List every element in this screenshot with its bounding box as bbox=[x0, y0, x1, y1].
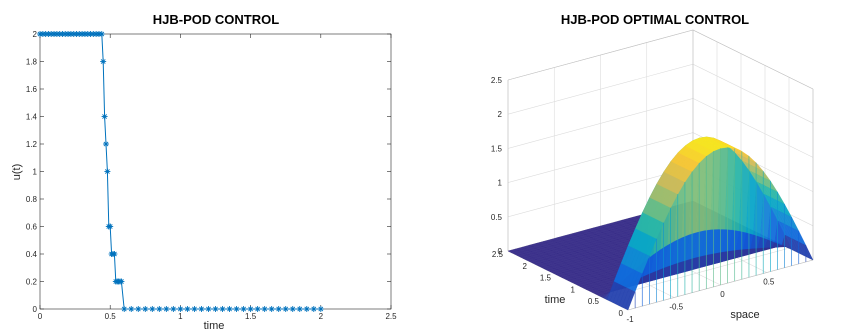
left-y-tick-label: 0.6 bbox=[26, 223, 38, 232]
left-y-axis-label: u(t) bbox=[11, 164, 23, 181]
data-point-marker bbox=[219, 306, 226, 312]
data-point-marker bbox=[104, 168, 111, 175]
data-point-marker bbox=[198, 306, 205, 312]
left-y-axis: 0 0.2 0.4 0.6 0.8 1 1.2 1.4 1.6 1.8 2 bbox=[26, 30, 391, 314]
right-space-axis-label: space bbox=[730, 309, 759, 321]
right-z-tick-label: 2.5 bbox=[491, 76, 503, 85]
grid-line-z bbox=[507, 98, 814, 158]
data-point-marker bbox=[100, 58, 107, 65]
left-x-tick-label: 0 bbox=[38, 312, 43, 321]
data-point-marker bbox=[118, 278, 125, 285]
data-point-marker bbox=[261, 306, 268, 312]
data-point-marker bbox=[128, 306, 135, 312]
data-point-marker bbox=[142, 306, 149, 312]
right-z-tick-label: 1 bbox=[498, 179, 503, 188]
right-time-tick-label: 0 bbox=[619, 309, 624, 318]
axes-box-edge bbox=[692, 29, 814, 90]
data-point-marker bbox=[102, 141, 109, 147]
left-y-tick-label: 0.2 bbox=[26, 278, 38, 287]
data-point-marker bbox=[205, 306, 212, 312]
left-y-tick-label: 1.4 bbox=[26, 113, 38, 122]
data-point-marker bbox=[240, 306, 247, 312]
left-x-tick-label: 2.5 bbox=[385, 312, 397, 321]
left-y-tick-label: 1.2 bbox=[26, 140, 38, 149]
data-point-marker bbox=[268, 306, 275, 312]
right-time-axis-label: time bbox=[545, 294, 566, 306]
right-time-tick-label: 2 bbox=[523, 262, 528, 271]
data-point-marker bbox=[247, 306, 254, 312]
left-plot-area bbox=[39, 33, 392, 310]
data-point-marker bbox=[254, 306, 261, 312]
right-space-tick-label: 0.5 bbox=[763, 278, 775, 287]
left-y-tick-label: 1.6 bbox=[26, 85, 38, 94]
data-point-marker bbox=[303, 306, 310, 312]
data-point-marker bbox=[135, 306, 142, 312]
data-point-marker bbox=[101, 113, 108, 120]
left-x-tick-label: 2 bbox=[319, 312, 324, 321]
left-x-tick-label: 1.5 bbox=[245, 312, 257, 321]
data-point-marker bbox=[170, 306, 177, 312]
left-chart-title: HJB-POD CONTROL bbox=[153, 12, 279, 27]
data-point-marker bbox=[233, 306, 240, 312]
right-time-tick-label: 1 bbox=[571, 285, 576, 294]
left-y-tick-label: 0.4 bbox=[26, 250, 38, 259]
data-point-marker bbox=[156, 306, 163, 312]
right-chart-title: HJB-POD OPTIMAL CONTROL bbox=[561, 12, 749, 27]
data-point-marker bbox=[296, 306, 303, 312]
grid-line-z bbox=[507, 63, 814, 124]
data-point-marker bbox=[191, 306, 198, 312]
left-chart: HJB-POD CONTROL 0 0.2 0.4 0.6 0.8 1 1.2 1.4 1.6 1… bbox=[11, 12, 397, 331]
left-x-tick-label: 0.5 bbox=[105, 312, 117, 321]
left-x-axis-label: time bbox=[204, 320, 225, 331]
data-point-marker bbox=[212, 306, 219, 312]
data-point-marker bbox=[98, 31, 105, 37]
right-z-tick-label: 0.5 bbox=[491, 213, 503, 222]
left-y-tick-label: 0 bbox=[33, 305, 38, 314]
right-chart: HJB-POD OPTIMAL CONTROL 00.511.522.500.5… bbox=[491, 12, 814, 324]
right-space-tick-label: 0 bbox=[720, 290, 725, 299]
data-point-marker bbox=[310, 306, 317, 312]
data-point-marker bbox=[107, 223, 114, 230]
right-space-tick-label: -1 bbox=[626, 315, 634, 324]
right-z-tick-label: 1.5 bbox=[491, 144, 503, 153]
left-x-axis: 0 0.5 1 1.5 2 2.5 bbox=[38, 34, 397, 321]
data-point-marker bbox=[111, 251, 118, 257]
right-z-tick-label: 0 bbox=[498, 247, 503, 256]
left-y-tick-label: 0.8 bbox=[26, 195, 38, 204]
data-point-marker bbox=[163, 306, 170, 312]
left-x-tick-label: 1 bbox=[178, 312, 183, 321]
data-point-marker bbox=[226, 306, 233, 312]
left-y-tick-label: 1 bbox=[33, 168, 38, 177]
left-series bbox=[37, 31, 324, 312]
left-y-tick-label: 1.8 bbox=[26, 58, 38, 67]
right-z-tick-label: 2 bbox=[498, 110, 503, 119]
surface-plot bbox=[507, 136, 814, 311]
data-point-marker bbox=[184, 306, 191, 312]
right-space-tick-label: -0.5 bbox=[669, 303, 683, 312]
axes-box-edge bbox=[507, 29, 694, 81]
data-point-marker bbox=[289, 306, 296, 312]
right-time-tick-label: 2.5 bbox=[492, 250, 504, 259]
data-point-marker bbox=[149, 306, 156, 312]
right-axes-ticks: 00.511.522.500.511.522.5-1-0.500.5 bbox=[491, 76, 775, 324]
surface-patch bbox=[802, 243, 814, 261]
right-time-tick-label: 1.5 bbox=[540, 274, 552, 283]
left-y-tick-label: 2 bbox=[33, 30, 38, 39]
data-point-marker bbox=[275, 306, 282, 312]
data-point-marker bbox=[317, 306, 324, 312]
data-point-marker bbox=[177, 306, 184, 312]
right-time-tick-label: 0.5 bbox=[588, 297, 600, 306]
data-point-marker bbox=[121, 306, 128, 312]
data-point-marker bbox=[282, 306, 289, 312]
